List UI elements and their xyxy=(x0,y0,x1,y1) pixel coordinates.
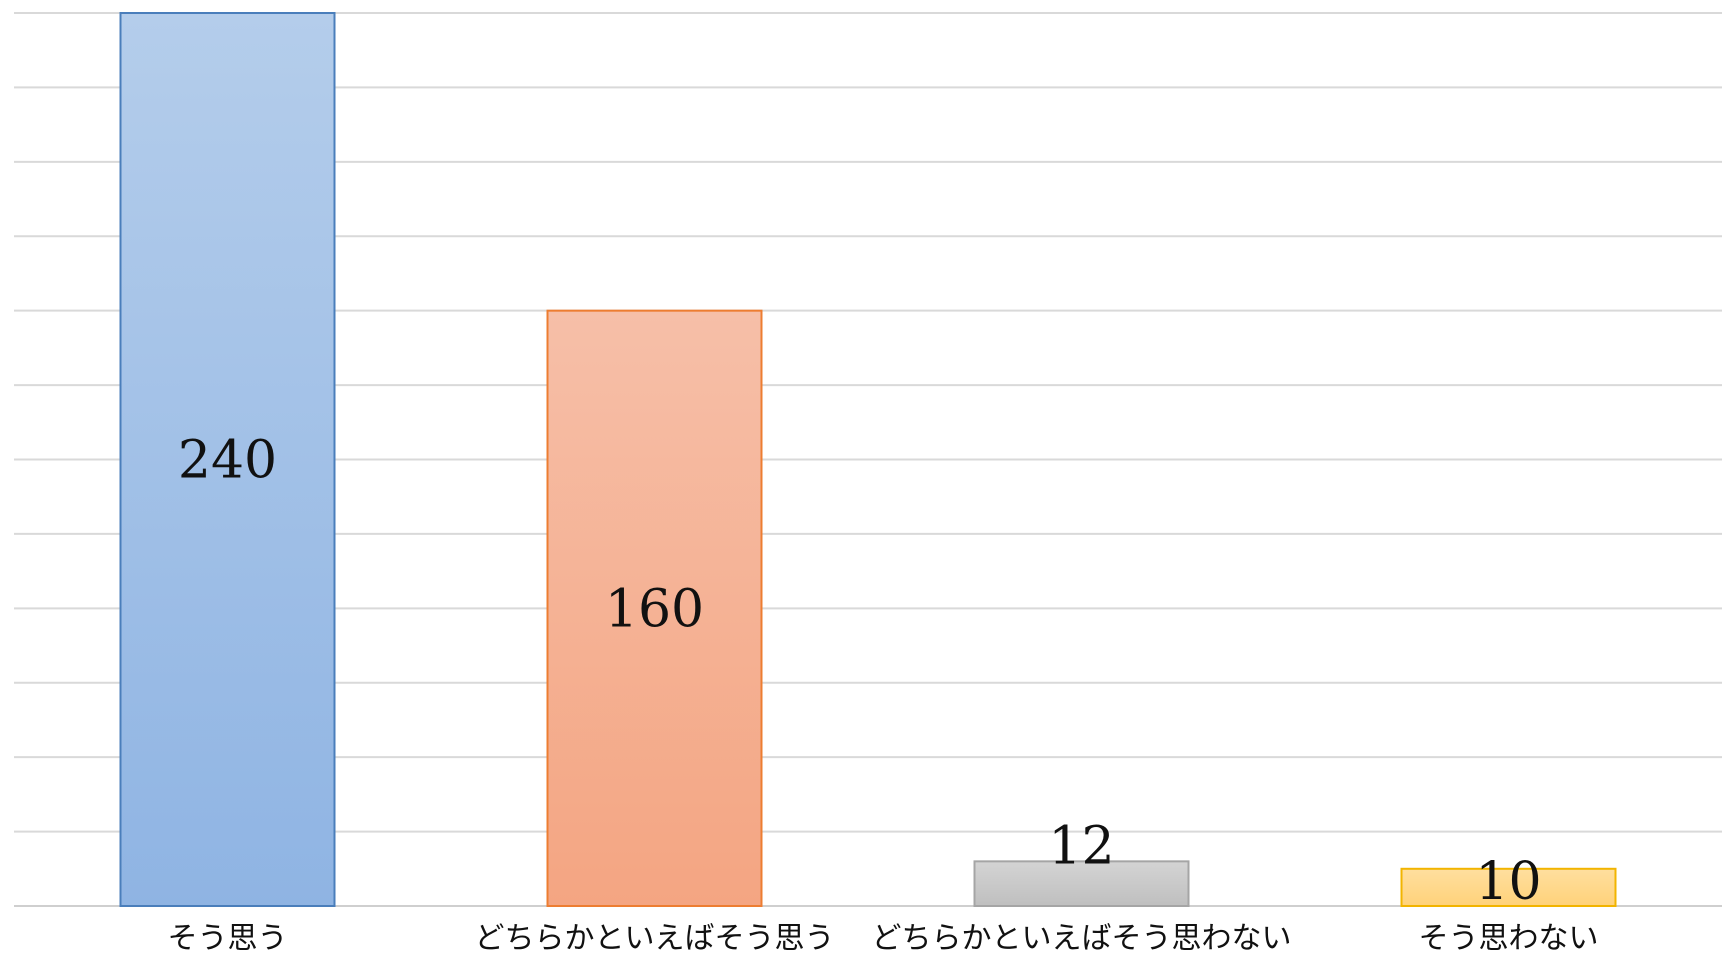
data-label-3: 12 xyxy=(1048,816,1114,876)
category-label-3: どちらかといえばそう思わない xyxy=(872,921,1292,954)
data-label-1: 240 xyxy=(178,431,277,491)
category-label-2: どちらかといえばそう思う xyxy=(475,921,835,954)
data-label-4: 10 xyxy=(1475,852,1541,912)
category-label-4: そう思わない xyxy=(1419,921,1599,954)
data-label-2: 160 xyxy=(605,579,704,639)
category-label-1: そう思う xyxy=(168,921,288,954)
labels: 240 そう思う 160 どちらかといえばそう思う 12 どちらかといえばそう思わない 10… xyxy=(168,431,1599,954)
